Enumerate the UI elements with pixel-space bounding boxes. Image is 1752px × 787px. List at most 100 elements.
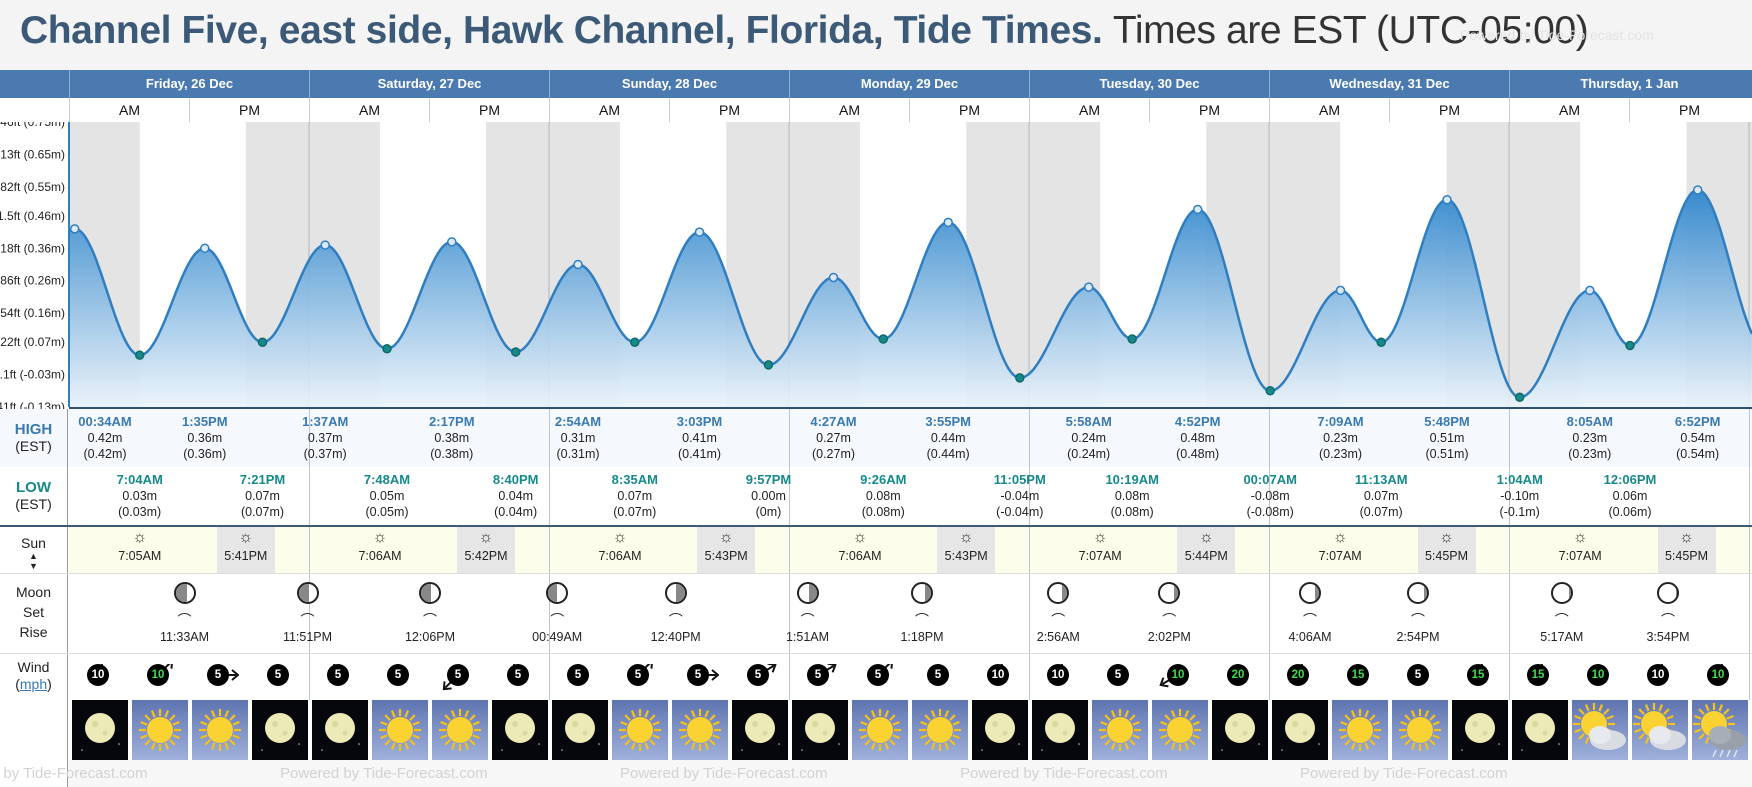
tide-time: 3:03PM: [676, 414, 723, 429]
moon-night-icon: [981, 713, 1020, 751]
am-label: AM: [69, 98, 189, 122]
moon-shadow: [298, 584, 310, 602]
low-tide-entry: 9:26AM 0.08m (0.08m): [848, 472, 918, 520]
sunset-time: 5:45PM: [1664, 549, 1709, 563]
high-tide-point: [1585, 285, 1595, 296]
day-column-separator: [1749, 409, 1750, 467]
sun-icon: [619, 709, 661, 751]
weather-cell: [1212, 700, 1268, 760]
day-column-separator: [549, 527, 550, 573]
wind-indicator: 5: [439, 664, 479, 700]
moon-night-icon: [261, 713, 300, 751]
moon-night-icon: [561, 713, 600, 751]
tide-time: 4:52PM: [1174, 414, 1221, 429]
weather-cell: [252, 700, 308, 760]
day-column-separator: [789, 527, 790, 573]
tide-height-paren: (0.42m): [83, 447, 127, 461]
tide-height-paren: (0m): [755, 505, 782, 519]
am-label: AM: [549, 98, 669, 122]
weather-cell: [312, 700, 368, 760]
weather-cell: [972, 700, 1028, 760]
tide-height-m: 0.42m: [87, 431, 123, 445]
wind-speed-badge: 10: [987, 664, 1009, 686]
footer-watermark: Powered by Tide-Forecast.com: [620, 765, 828, 782]
day-header: Sunday, 28 Dec: [549, 70, 789, 98]
rain-cloud-icon: [1693, 703, 1746, 758]
tide-time: 7:04AM: [116, 472, 163, 487]
wind-speed-badge: 10: [1707, 664, 1729, 686]
sunrise-icon: ☼: [852, 529, 868, 546]
wind-speed-badge: 10: [147, 664, 169, 686]
weather-cell: [1392, 700, 1448, 760]
moonrise-icon: ⌒: [1162, 612, 1177, 628]
weather-cell: [1692, 700, 1748, 760]
sunset-cell: ☼ 5:42PM: [457, 527, 515, 573]
y-tick-label: 0.86ft (0.26m): [0, 274, 65, 288]
sun-icon: [1159, 709, 1201, 751]
day-column-separator: [549, 574, 550, 654]
moonrise-event: ⌒ 12:40PM: [641, 610, 711, 644]
moon-phase-icon: [173, 582, 196, 604]
y-tick-label: -0.41ft (-0.13m): [0, 400, 65, 409]
sunrise-icon: ☼: [132, 529, 148, 546]
day-column-separator: [1509, 574, 1510, 654]
tide-height-paren: (0.51m): [1425, 447, 1469, 461]
moon-night-icon: [801, 713, 840, 751]
moonset-event: ⌒ 5:17AM: [1527, 610, 1597, 644]
low-tide-point: [1376, 337, 1386, 347]
tide-height-m: 0.05m: [369, 489, 405, 503]
y-tick-label: 0.54ft (0.16m): [0, 306, 65, 320]
moonset-event: ⌒ 00:49AM: [522, 610, 592, 644]
moon-shadow: [1173, 584, 1179, 602]
moon-phase-icon: [1657, 582, 1679, 604]
day-column-separator: [1029, 654, 1030, 701]
moon-night-icon: [1221, 713, 1260, 751]
low-timezone: (EST): [15, 496, 52, 512]
high-tide-entry: 8:05AM 0.23m (0.23m): [1555, 414, 1625, 462]
pm-label: PM: [909, 98, 1029, 122]
pm-label: PM: [1389, 98, 1509, 122]
title-bar: Channel Five, east side, Hawk Channel, F…: [0, 0, 1752, 70]
wind-speed-badge: 5: [627, 664, 649, 686]
wind-indicator: 5: [859, 664, 899, 700]
high-tide-point: [320, 240, 330, 250]
moon-shadow: [809, 584, 817, 602]
day-column-separator: [309, 409, 310, 467]
tide-height-paren: (0.23m): [1318, 447, 1363, 461]
am-label: AM: [1029, 98, 1149, 122]
wind-label: Wind: [17, 659, 50, 675]
moonset-event: ⌒ 2:56AM: [1023, 610, 1093, 644]
day-column-separator: [1029, 527, 1030, 573]
moon-set-label: Set: [22, 604, 44, 620]
weather-row-label: [0, 700, 68, 760]
weather-cell: [192, 700, 248, 760]
sunset-icon: ☼: [1679, 529, 1694, 546]
sunrise-icon: ☼: [1572, 529, 1588, 546]
moonrise-icon: ⌒: [1411, 612, 1425, 628]
tide-height-paren: (0.03m): [118, 505, 162, 519]
moonrise-event: ⌒ 2:02PM: [1134, 610, 1204, 644]
tide-height-m: -0.04m: [1000, 489, 1040, 503]
low-tide-entry: 9:57PM 0.00m (0m): [734, 472, 804, 520]
weather-cell: [552, 700, 608, 760]
moonset-icon: ⌒: [800, 612, 815, 628]
wind-speed-badge: 10: [1167, 664, 1189, 686]
weather-cell: [372, 700, 428, 760]
sun-icon: [199, 709, 241, 751]
wind-unit-link[interactable]: mph: [19, 676, 48, 692]
tide-height-paren: (0.23m): [1568, 447, 1612, 461]
wind-indicator: 10: [1579, 664, 1619, 700]
sun-row-label[interactable]: Sun ▲ ▼: [0, 527, 68, 573]
wind-speed-badge: 15: [1527, 664, 1549, 686]
tide-time: 1:37AM: [302, 414, 349, 429]
moon-event-time: 12:06PM: [404, 630, 456, 644]
sunrise-time: 7:06AM: [838, 549, 882, 563]
timezone-note: Times are EST (UTC-05:00): [1112, 9, 1589, 52]
low-tide-entry: 8:40PM 0.04m (0.04m): [481, 472, 551, 520]
low-tide-entry: 10:19AM 0.08m (0.08m): [1097, 472, 1167, 520]
moon-phase-icon: [1299, 582, 1321, 604]
day-column-separator: [1269, 654, 1270, 701]
tide-time: 5:48PM: [1424, 414, 1470, 429]
wind-indicator: 20: [1279, 664, 1319, 700]
moon-phase-icon: [796, 582, 819, 604]
